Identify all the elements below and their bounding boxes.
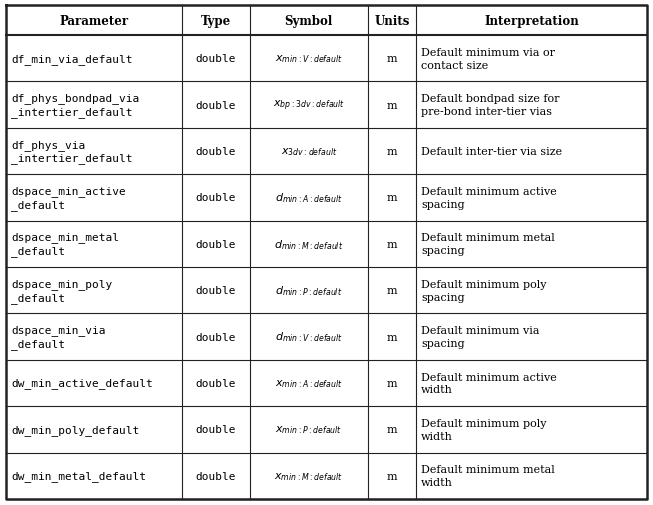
Text: Default minimum poly
width: Default minimum poly width bbox=[421, 418, 547, 441]
Text: m: m bbox=[387, 100, 398, 111]
Text: dspace_min_active
_default: dspace_min_active _default bbox=[11, 186, 126, 210]
Text: Parameter: Parameter bbox=[59, 15, 129, 27]
Text: Default minimum active
width: Default minimum active width bbox=[421, 372, 557, 394]
Text: Default minimum via
spacing: Default minimum via spacing bbox=[421, 326, 540, 348]
Text: df_min_via_default: df_min_via_default bbox=[11, 54, 133, 65]
Text: double: double bbox=[196, 100, 236, 111]
Text: $d_{min:A:default}$: $d_{min:A:default}$ bbox=[275, 191, 343, 205]
Text: $x_{min:M:default}$: $x_{min:M:default}$ bbox=[274, 470, 343, 482]
Text: m: m bbox=[387, 332, 398, 342]
Text: Symbol: Symbol bbox=[285, 15, 333, 27]
Text: Default minimum metal
width: Default minimum metal width bbox=[421, 465, 555, 487]
Text: double: double bbox=[196, 471, 236, 481]
Text: m: m bbox=[387, 425, 398, 434]
Text: double: double bbox=[196, 147, 236, 157]
Text: m: m bbox=[387, 378, 398, 388]
Text: $d_{min:P:default}$: $d_{min:P:default}$ bbox=[275, 284, 343, 297]
Text: dspace_min_poly
_default: dspace_min_poly _default bbox=[11, 278, 112, 303]
Text: $x_{min:V:default}$: $x_{min:V:default}$ bbox=[275, 53, 343, 65]
Text: Default inter-tier via size: Default inter-tier via size bbox=[421, 147, 562, 157]
Text: double: double bbox=[196, 332, 236, 342]
Text: dw_min_poly_default: dw_min_poly_default bbox=[11, 424, 139, 435]
Text: double: double bbox=[196, 193, 236, 203]
Text: double: double bbox=[196, 239, 236, 249]
Text: $d_{min:M:default}$: $d_{min:M:default}$ bbox=[274, 237, 343, 251]
Text: $x_{min:P:default}$: $x_{min:P:default}$ bbox=[276, 424, 342, 435]
Text: Default minimum via or
contact size: Default minimum via or contact size bbox=[421, 47, 555, 71]
Text: dspace_min_via
_default: dspace_min_via _default bbox=[11, 325, 106, 349]
Text: m: m bbox=[387, 239, 398, 249]
Text: double: double bbox=[196, 286, 236, 295]
Text: m: m bbox=[387, 286, 398, 295]
Text: Units: Units bbox=[375, 15, 410, 27]
Text: double: double bbox=[196, 425, 236, 434]
Text: m: m bbox=[387, 193, 398, 203]
Text: $x_{bp:3dv:default}$: $x_{bp:3dv:default}$ bbox=[273, 98, 345, 113]
Text: Interpretation: Interpretation bbox=[485, 15, 579, 27]
Text: dw_min_metal_default: dw_min_metal_default bbox=[11, 471, 146, 481]
Text: Default minimum poly
spacing: Default minimum poly spacing bbox=[421, 279, 547, 302]
Text: dw_min_active_default: dw_min_active_default bbox=[11, 378, 153, 389]
Text: double: double bbox=[196, 54, 236, 64]
Text: Type: Type bbox=[201, 15, 231, 27]
Text: df_phys_via
_intertier_default: df_phys_via _intertier_default bbox=[11, 139, 133, 164]
Text: $x_{3dv:default}$: $x_{3dv:default}$ bbox=[281, 146, 337, 158]
Text: dspace_min_metal
_default: dspace_min_metal _default bbox=[11, 232, 119, 257]
Text: Default minimum active
spacing: Default minimum active spacing bbox=[421, 187, 557, 210]
Text: $d_{min:V:default}$: $d_{min:V:default}$ bbox=[275, 330, 343, 344]
Text: Default minimum metal
spacing: Default minimum metal spacing bbox=[421, 233, 555, 256]
Text: df_phys_bondpad_via
_intertier_default: df_phys_bondpad_via _intertier_default bbox=[11, 93, 139, 118]
Text: m: m bbox=[387, 471, 398, 481]
Text: double: double bbox=[196, 378, 236, 388]
Text: $x_{min:A:default}$: $x_{min:A:default}$ bbox=[275, 377, 343, 389]
Text: m: m bbox=[387, 54, 398, 64]
Text: Default bondpad size for
pre-bond inter-tier vias: Default bondpad size for pre-bond inter-… bbox=[421, 94, 560, 117]
Text: m: m bbox=[387, 147, 398, 157]
